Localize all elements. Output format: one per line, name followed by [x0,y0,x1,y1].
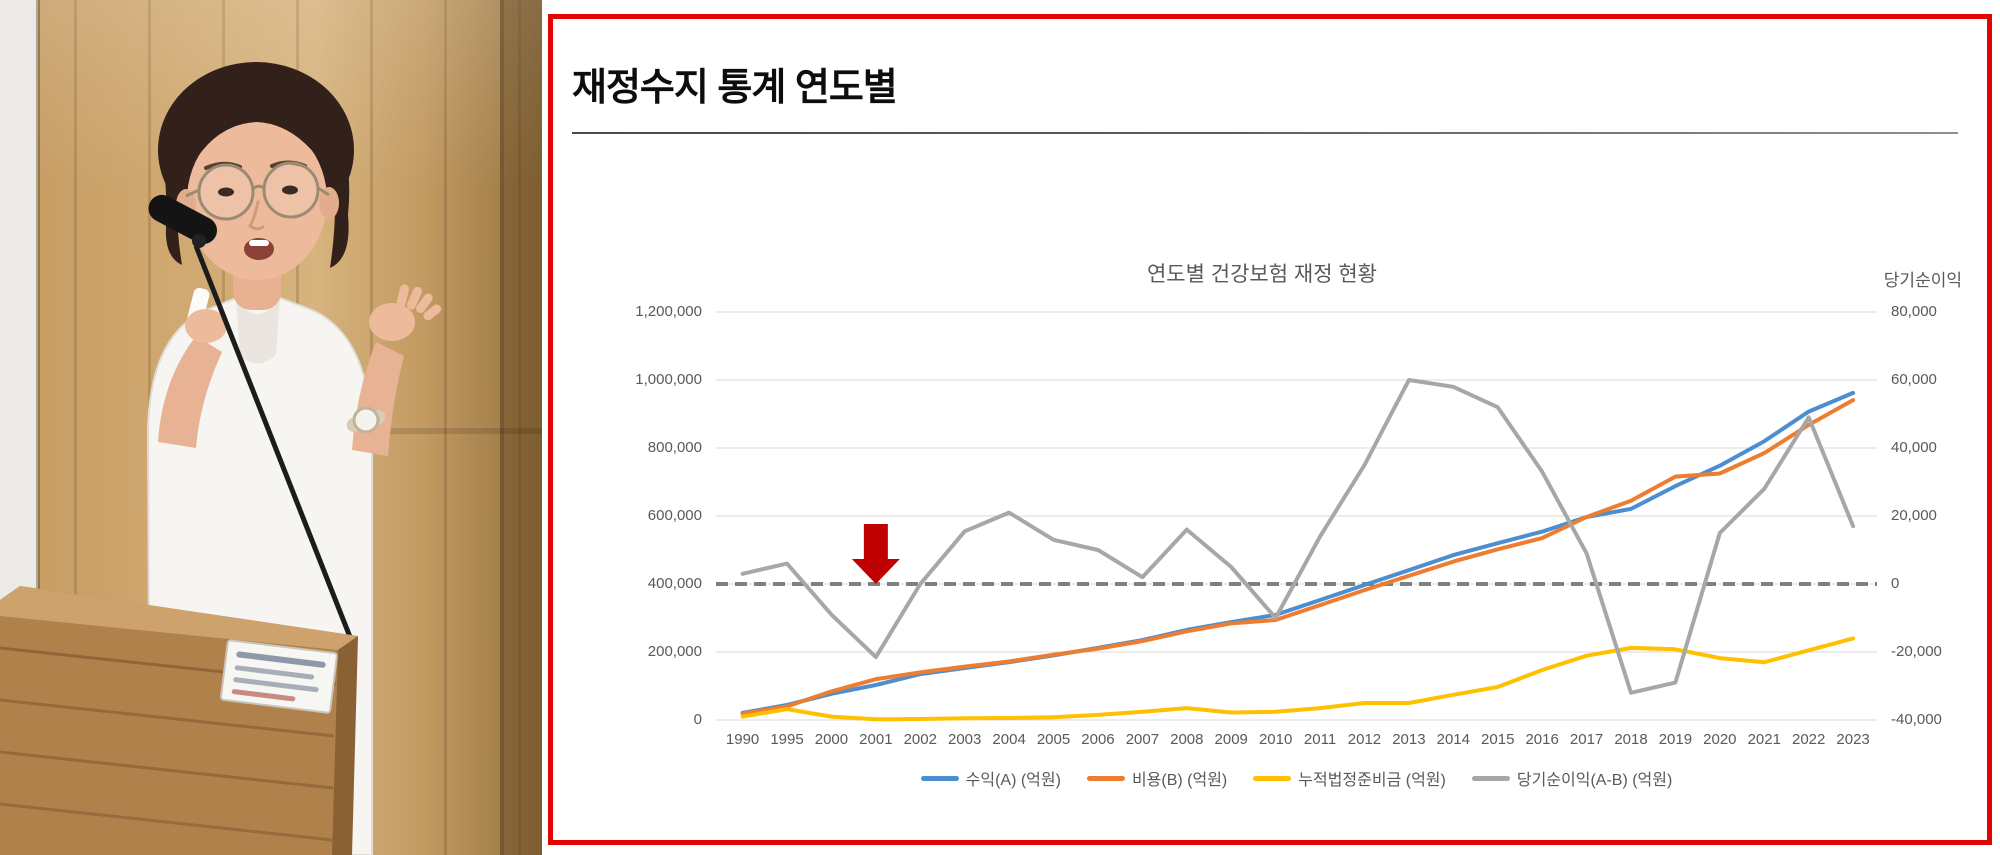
x-axis-tick: 2022 [1791,731,1826,748]
face [187,120,327,280]
x-axis-tick: 1995 [770,731,804,748]
legend-item-reserve: 누적법정준비금 (억원) [1253,766,1446,790]
x-axis-tick: 2006 [1081,731,1115,748]
x-axis-tick: 2000 [814,731,849,748]
x-axis-tick: 2020 [1703,731,1737,748]
podium-label [220,639,338,714]
series-line-3 [740,378,1856,695]
y-axis-tick-right: 20,000 [1891,507,1937,524]
series-line-2 [740,636,1856,722]
x-axis-tick: 2016 [1525,731,1559,748]
series-line-1 [740,398,1856,716]
x-axis-tick: 2009 [1214,731,1248,748]
y-axis-tick-left: 200,000 [647,643,702,660]
reserve-line-swatch [1253,775,1292,781]
x-axis-tick: 2017 [1569,731,1604,748]
speaker-photo-illustration [0,0,542,855]
y-axis-tick-right: 60,000 [1891,371,1937,388]
x-axis-tick: 2005 [1036,731,1071,748]
chart-legend: 수익(A) (억원) 비용(B) (억원) 누적법정준비금 (억원) 당기순이익… [716,766,1877,790]
y-axis-tick-left: 600,000 [647,507,702,524]
right-axis-title: 당기순이익 [1883,271,1962,290]
x-axis-tick: 2011 [1303,731,1337,748]
speaker-photo [0,0,542,855]
x-axis-tick: 2008 [1170,731,1204,748]
revenue-line-swatch [920,775,959,781]
x-axis-tick: 2001 [859,731,893,748]
x-axis-tick: 2010 [1258,731,1293,748]
x-axis-tick: 2021 [1747,731,1781,748]
page-title: 재정수지 통계 연도별 [572,67,898,109]
x-axis-tick: 2018 [1614,731,1648,748]
legend-label: 당기순이익(A-B) (억원) [1516,772,1673,789]
y-axis-tick-left: 400,000 [647,575,702,592]
right-hand [346,284,442,456]
x-axis-tick: 1990 [725,731,760,748]
x-axis-tick: 2003 [948,731,982,748]
x-axis-tick: 2002 [903,731,937,748]
microphone-icon [148,194,355,643]
series-line-0 [740,390,1856,715]
x-axis-tick: 2015 [1481,731,1515,748]
x-axis-tick: 2019 [1658,731,1693,748]
down-arrow-annotation [851,524,900,584]
wristwatch [346,406,386,434]
y-axis-tick-right: -20,000 [1891,643,1942,660]
x-axis-tick: 2004 [992,731,1026,748]
y-axis-tick-left: 800,000 [647,439,702,456]
y-axis-tick-right: 80,000 [1891,303,1937,320]
net-income-line-swatch [1471,775,1510,781]
legend-label: 누적법정준비금 (억원) [1298,772,1446,789]
chart-title: 연도별 건강보험 재정 현황 [1146,263,1378,286]
x-axis-tick: 2014 [1436,731,1470,748]
title-divider [572,132,1958,134]
y-axis-tick-left: 0 [693,711,702,728]
y-axis-tick-right: 0 [1891,575,1900,592]
left-hand [158,287,227,448]
x-axis-tick: 2013 [1392,731,1426,748]
legend-item-revenue: 수익(A) (억원) [920,766,1061,790]
y-axis-tick-right: -40,000 [1891,711,1942,728]
legend-item-cost: 비용(B) (억원) [1086,766,1228,790]
cost-line-swatch [1086,775,1125,781]
x-axis-tick: 2012 [1347,731,1382,748]
y-axis-tick-right: 40,000 [1891,439,1937,456]
legend-item-net-income: 당기순이익(A-B) (억원) [1471,766,1673,790]
legend-label: 수익(A) (억원) [965,772,1061,789]
y-axis-tick-left: 1,200,000 [635,303,702,320]
y-axis-tick-left: 1,000,000 [635,371,702,388]
x-axis-tick: 2023 [1836,731,1870,748]
legend-label: 비용(B) (억원) [1131,772,1228,789]
podium [0,586,358,855]
x-axis-tick: 2007 [1125,731,1160,748]
